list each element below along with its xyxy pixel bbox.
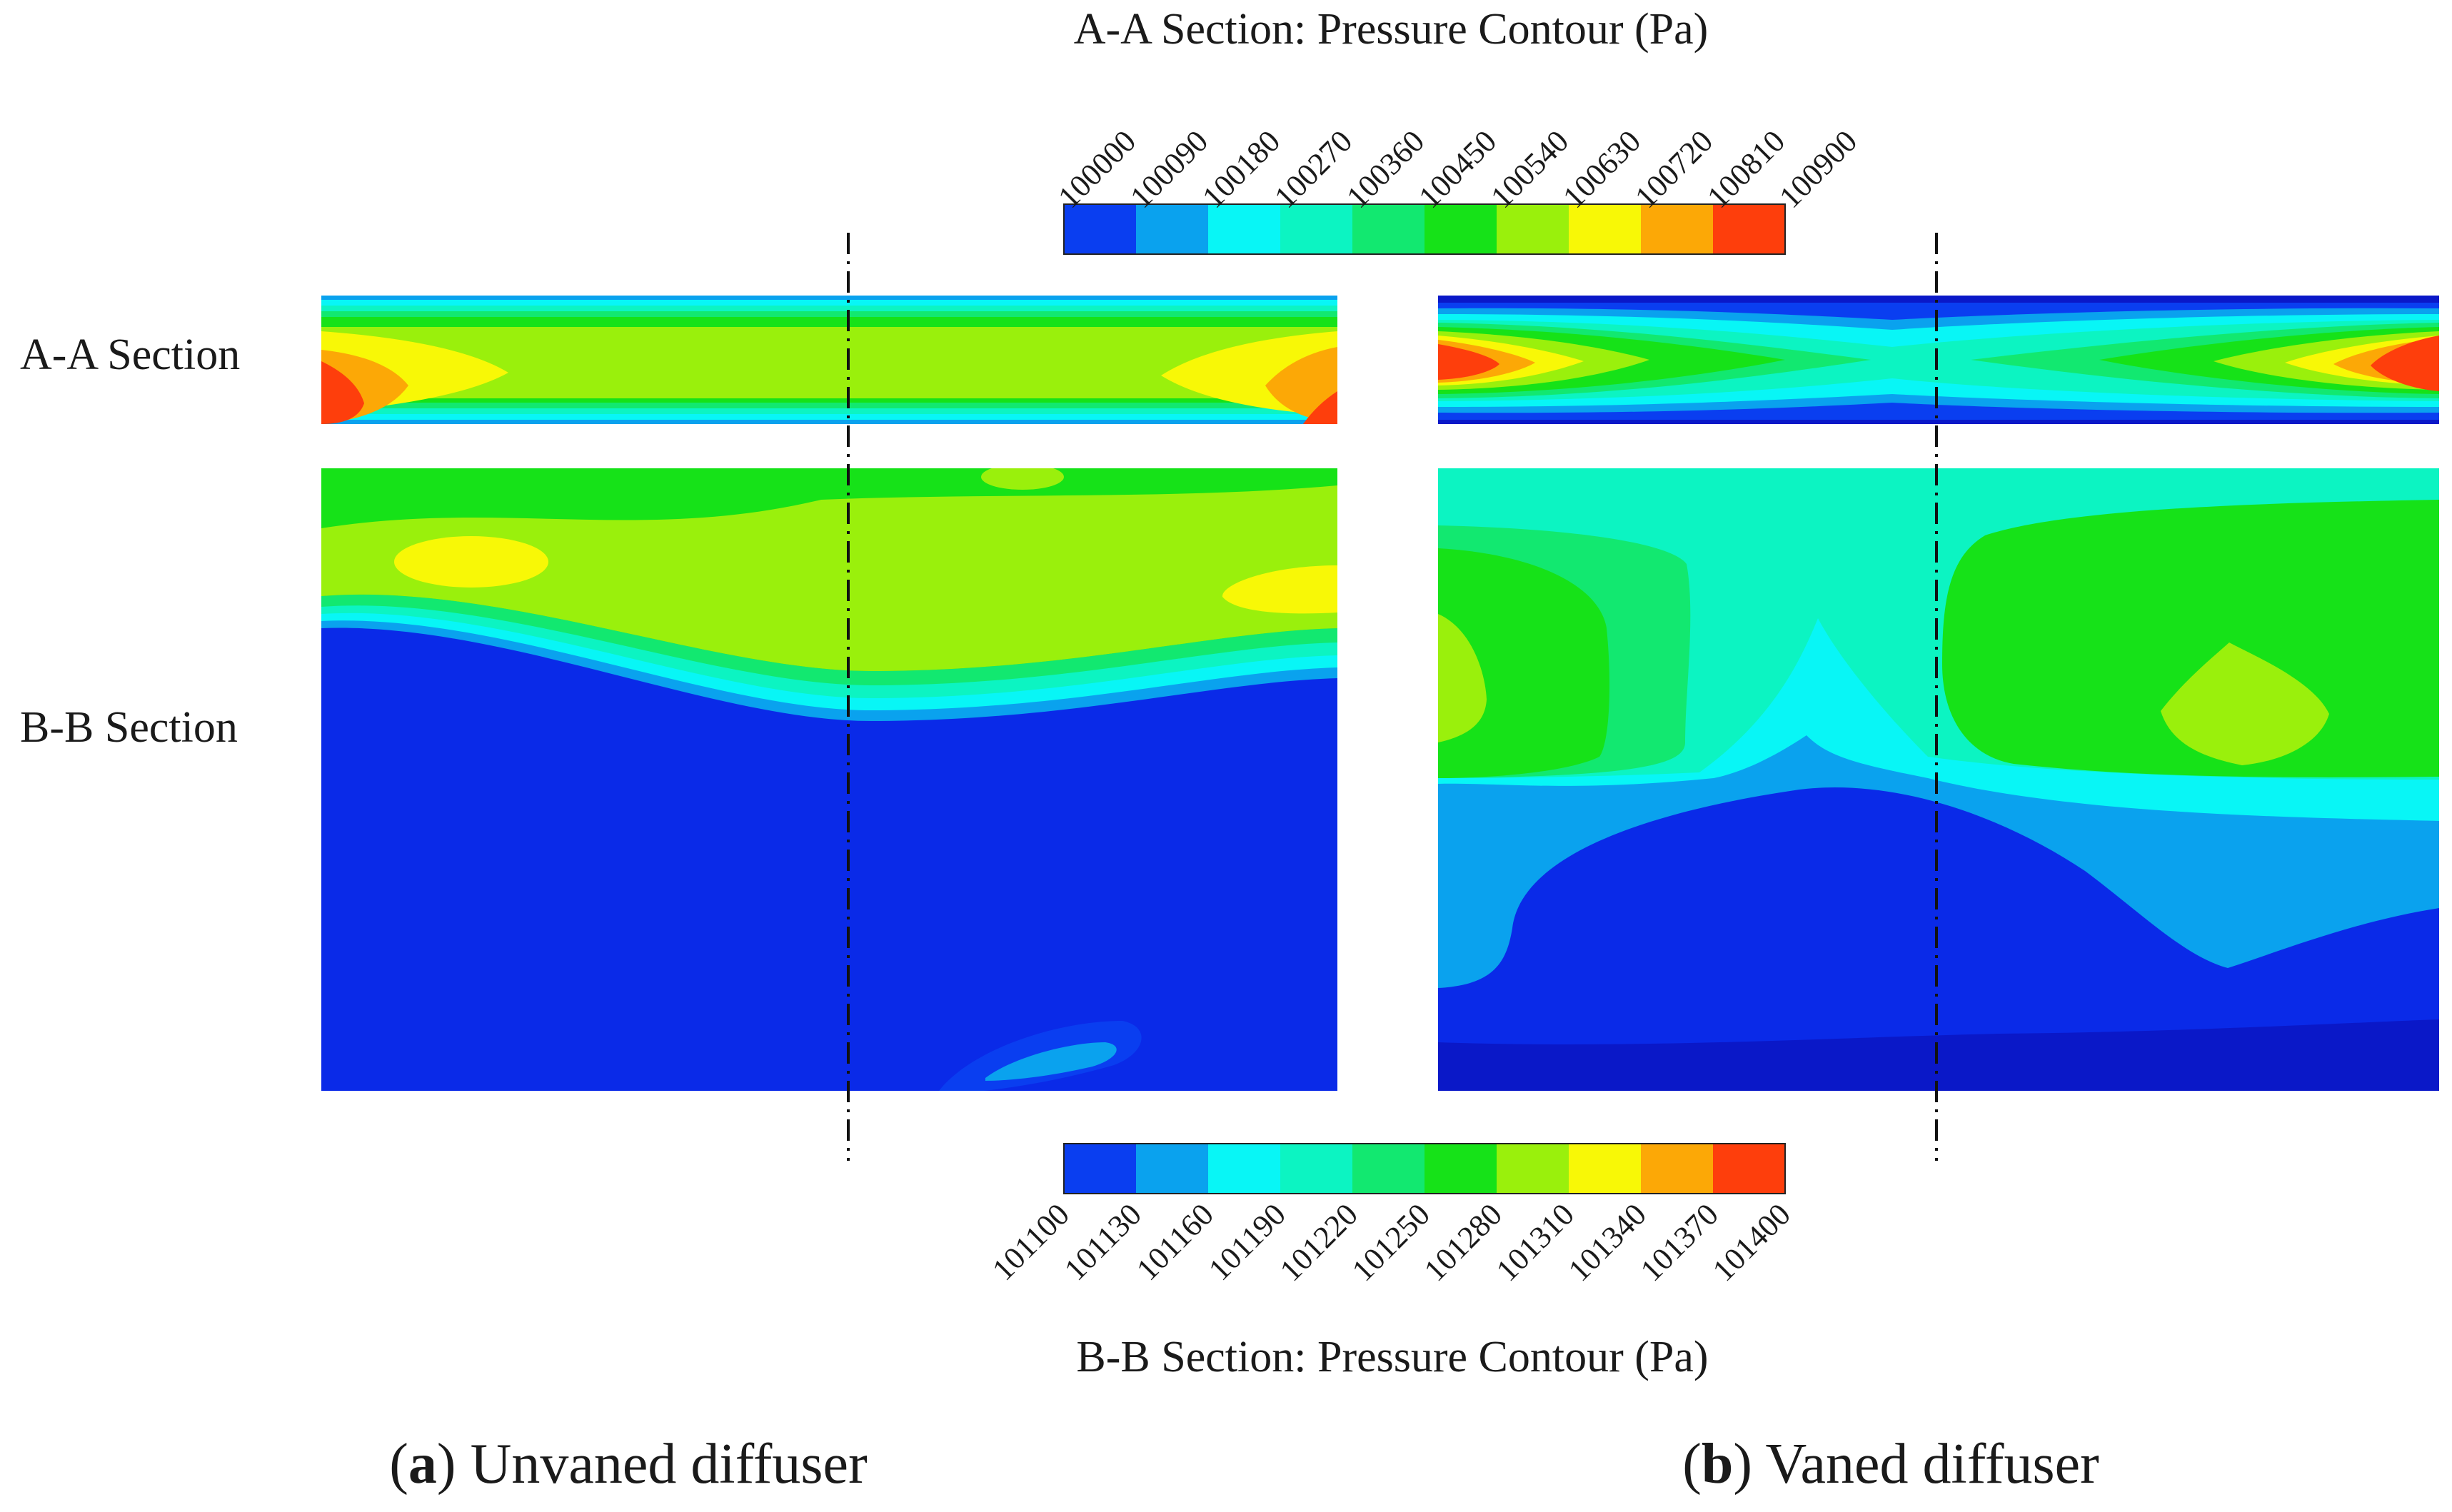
contour-band (981, 468, 1064, 490)
colorbar-swatch (1569, 1144, 1642, 1194)
colorbar-swatch (1425, 204, 1497, 254)
contour-band (2161, 642, 2329, 765)
caption-a-letter: a (408, 1433, 437, 1496)
caption-a: (a) Unvaned diffuser (389, 1433, 868, 1496)
colorbar-frame (1063, 1143, 1786, 1194)
colorbar-swatch (1569, 204, 1642, 254)
unvaned-aa-contour (321, 296, 1337, 424)
colorbar-swatch (1208, 204, 1281, 254)
colorbar-swatch (1713, 1144, 1786, 1194)
contour-band (1265, 347, 1337, 423)
colorbar-swatch (1497, 1144, 1569, 1194)
colorbar-swatch (1497, 204, 1569, 254)
colorbar-swatch (1064, 1144, 1137, 1194)
contour-band (1438, 344, 1499, 380)
contour-band (1438, 614, 1487, 742)
vaned-aa-contour (1438, 296, 2439, 424)
unvaned-bb-contour (321, 468, 1337, 1091)
colorbar-swatch (1208, 1144, 1281, 1194)
colorbar-swatch (1352, 204, 1425, 254)
caption-b: (b) Vaned diffuser (1682, 1433, 2099, 1496)
vaned-bb-contour (1438, 468, 2439, 1091)
contour-band (321, 327, 1337, 398)
colorbar-swatch (1136, 204, 1209, 254)
row-label-aa: A-A Section (20, 331, 241, 379)
colorbar-aa-title: A-A Section: Pressure Contour (Pa) (1073, 5, 1709, 54)
contour-band (985, 1042, 1117, 1081)
contour-band (1222, 565, 1337, 614)
colorbar-bb (1063, 1143, 1786, 1194)
colorbar-bb-title: B-B Section: Pressure Contour (Pa) (1076, 1333, 1709, 1381)
contour-band (1303, 391, 1337, 424)
colorbar-swatch (1352, 1144, 1425, 1194)
colorbar-swatch (1425, 1144, 1497, 1194)
contour-band (1438, 548, 1610, 778)
row-label-bb: B-B Section (20, 703, 238, 752)
colorbar-swatch (1136, 1144, 1209, 1194)
colorbar-swatch (1280, 204, 1353, 254)
caption-b-text: Vaned diffuser (1765, 1433, 2099, 1496)
colorbar-frame (1063, 203, 1786, 255)
colorbar-aa (1063, 203, 1786, 255)
caption-b-letter: b (1701, 1433, 1734, 1496)
colorbar-swatch (1064, 204, 1137, 254)
colorbar-swatch (1641, 204, 1714, 254)
colorbar-swatch (1713, 204, 1786, 254)
colorbar-swatch (1280, 1144, 1353, 1194)
contour-band (321, 485, 1337, 671)
contour-band (1438, 1019, 2439, 1091)
contour-band (321, 361, 364, 424)
caption-a-text: Unvaned diffuser (470, 1433, 868, 1496)
contour-band (394, 536, 548, 588)
contour-band (2371, 336, 2439, 391)
colorbar-swatch (1641, 1144, 1714, 1194)
